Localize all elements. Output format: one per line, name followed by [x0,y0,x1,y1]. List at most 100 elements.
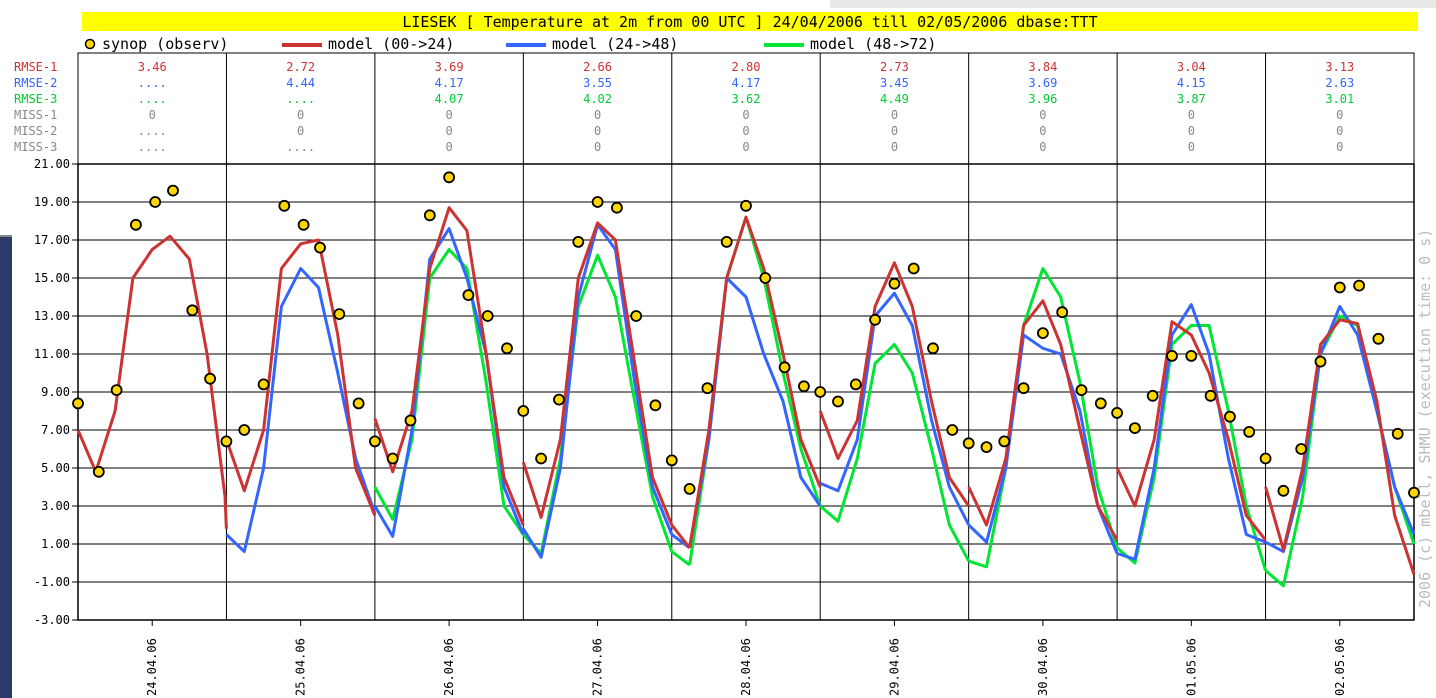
synop-point [352,397,365,410]
x-tick-label: 28.04.06 [739,638,753,696]
synop-point [1224,410,1236,423]
synop-point [1314,355,1327,368]
y-tick-label: 1.00 [41,537,70,551]
stats-cell: 2.80 [732,60,761,74]
series-line-model-00-24- [1115,320,1267,542]
y-tick-label: 9.00 [41,385,70,399]
legend-model1-label: model (00->24) [328,35,454,53]
chart-title: LIESEK [ Temperature at 2m from 00 UTC ]… [402,13,1097,31]
stats-row-label: MISS-1 [14,108,57,122]
stats-cell: 4.49 [880,92,909,106]
synop-point [998,435,1011,448]
stats-cell: .... [286,92,315,106]
synop-point [798,380,810,393]
y-tick-label: 15.00 [34,271,70,285]
synop-point [481,310,494,322]
series-line-model-24-48- [819,291,971,526]
synop-point [740,199,752,212]
stats-cell: 3.04 [1177,60,1206,74]
stats-cell: 0 [1039,108,1046,122]
watermark: 2006 (c) mbell, SHMU (execution time: 0 … [1416,229,1434,608]
stats-cell: 3.84 [1028,60,1057,74]
synop-point [572,235,585,248]
x-axis-ticks: 24.04.06 25.04.06 26.04.06 27.04.06 28.04.06… [145,620,1347,696]
synop-point [1129,422,1141,435]
x-tick-label: 29.04.06 [887,638,901,696]
y-tick-label: 3.00 [41,499,70,513]
stats-row-label: MISS-2 [14,124,57,138]
x-tick-label: 27.04.06 [591,638,605,696]
synop-point [443,171,456,184]
synop-point [720,235,733,248]
synop-point [1295,443,1308,455]
synop-point [333,308,346,321]
series-line-model-00-24- [688,215,822,549]
stats-cell: .... [138,76,167,90]
synop-point [1037,327,1049,340]
title-bar [82,12,1418,31]
y-tick-label: 5.00 [41,461,70,475]
stats-cell: 0 [594,108,601,122]
stats-cell: 4.07 [435,92,464,106]
stats-cell: 0 [742,108,749,122]
synop-point [1391,427,1404,440]
synop-point [778,361,791,374]
stats-cell: 3.46 [138,60,167,74]
stats-cell: 2.73 [880,60,909,74]
synop-point [368,435,381,448]
legend: synop (observ) model (00->24) model (24-… [84,35,936,53]
stats-cell: 4.17 [732,76,761,90]
synop-point [1243,425,1256,438]
legend-model2-label: model (24->48) [552,35,678,53]
stats-cell: .... [138,124,167,138]
synop-point [110,384,123,397]
stats-cell: 0 [297,124,304,138]
stats-cell: 0 [445,124,452,138]
synop-point [927,342,939,355]
synop-point [1017,382,1030,395]
synop-point [462,289,475,302]
synop-point [980,441,993,454]
synop-point [907,262,920,275]
legend-synop-marker [84,38,96,50]
x-tick-label: 25.04.06 [294,638,308,696]
synop-point [1166,349,1178,362]
synop-point [1277,484,1290,497]
synop-point [386,452,399,465]
synop-point [220,435,233,448]
synop-point [1333,281,1346,294]
stats-cell: 0 [1336,124,1343,138]
synop-point [665,454,678,467]
synop-point [1146,389,1159,402]
synop-point [130,218,142,231]
synop-point [1056,306,1069,319]
y-tick-label: 7.00 [41,423,70,437]
stats-cell: 0 [594,140,601,154]
synop-point [832,395,844,408]
stats-cell: 2.66 [583,60,612,74]
stats-cell: 0 [1188,140,1195,154]
synop-point [1204,389,1217,402]
x-tick-label: 30.04.06 [1036,638,1050,696]
stats-cell: 3.69 [435,60,464,74]
stats-row-label: RMSE-3 [14,92,57,106]
synop-point [591,196,604,208]
stats-cell: 3.55 [583,76,612,90]
series-line-model-00-24- [967,299,1119,541]
synop-point [888,277,901,290]
synop-point [649,399,662,412]
synop-point [297,218,310,231]
series-line-model-00-24- [373,206,525,526]
stats-row-label: RMSE-1 [14,60,57,74]
synop-point [535,452,547,465]
synop-point [1408,486,1420,499]
series-line-model-00-24- [76,234,228,529]
synop-point [92,465,105,478]
synop-point [683,482,696,495]
synop-point [238,424,251,436]
stats-row-label: MISS-3 [14,140,57,154]
synop-point [553,393,565,406]
stats-cell: 3.45 [880,76,909,90]
y-tick-label: 17.00 [34,233,70,247]
background-window-strip [830,0,1436,8]
